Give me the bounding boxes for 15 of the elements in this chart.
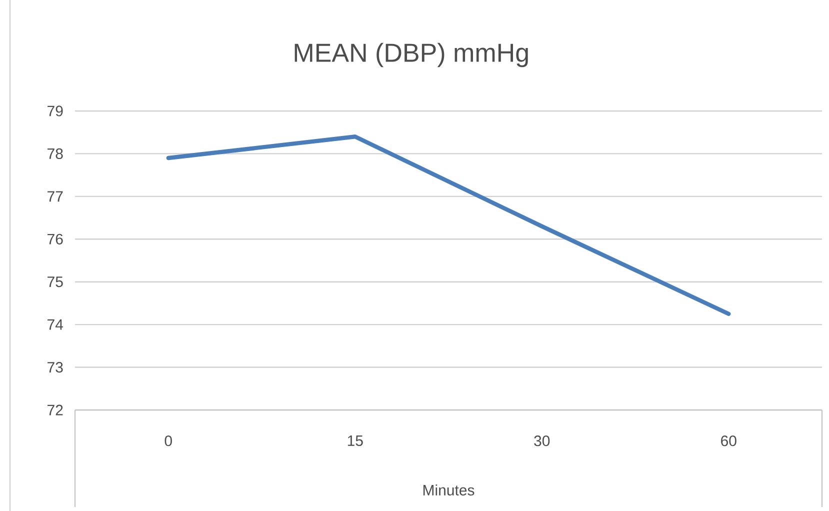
x-tick-label: 0 bbox=[164, 436, 172, 446]
y-tick-label: 75 bbox=[48, 276, 63, 288]
x-tick-label: 60 bbox=[721, 436, 736, 446]
y-tick-label: 73 bbox=[48, 362, 63, 373]
y-tick-label: 76 bbox=[48, 234, 63, 244]
y-tick-label: 79 bbox=[48, 106, 63, 116]
y-tick-label: 77 bbox=[48, 191, 63, 202]
y-tick-label: 78 bbox=[48, 148, 63, 160]
y-tick-label: 74 bbox=[48, 319, 64, 330]
line-series bbox=[166, 134, 731, 316]
chart-title: MEAN (DBP) mmHg bbox=[294, 42, 528, 68]
y-tick-label: 72 bbox=[48, 404, 63, 416]
x-axis-title: Minutes bbox=[423, 484, 474, 496]
x-tick-label: 15 bbox=[348, 436, 363, 446]
x-tick-label: 30 bbox=[534, 436, 550, 446]
